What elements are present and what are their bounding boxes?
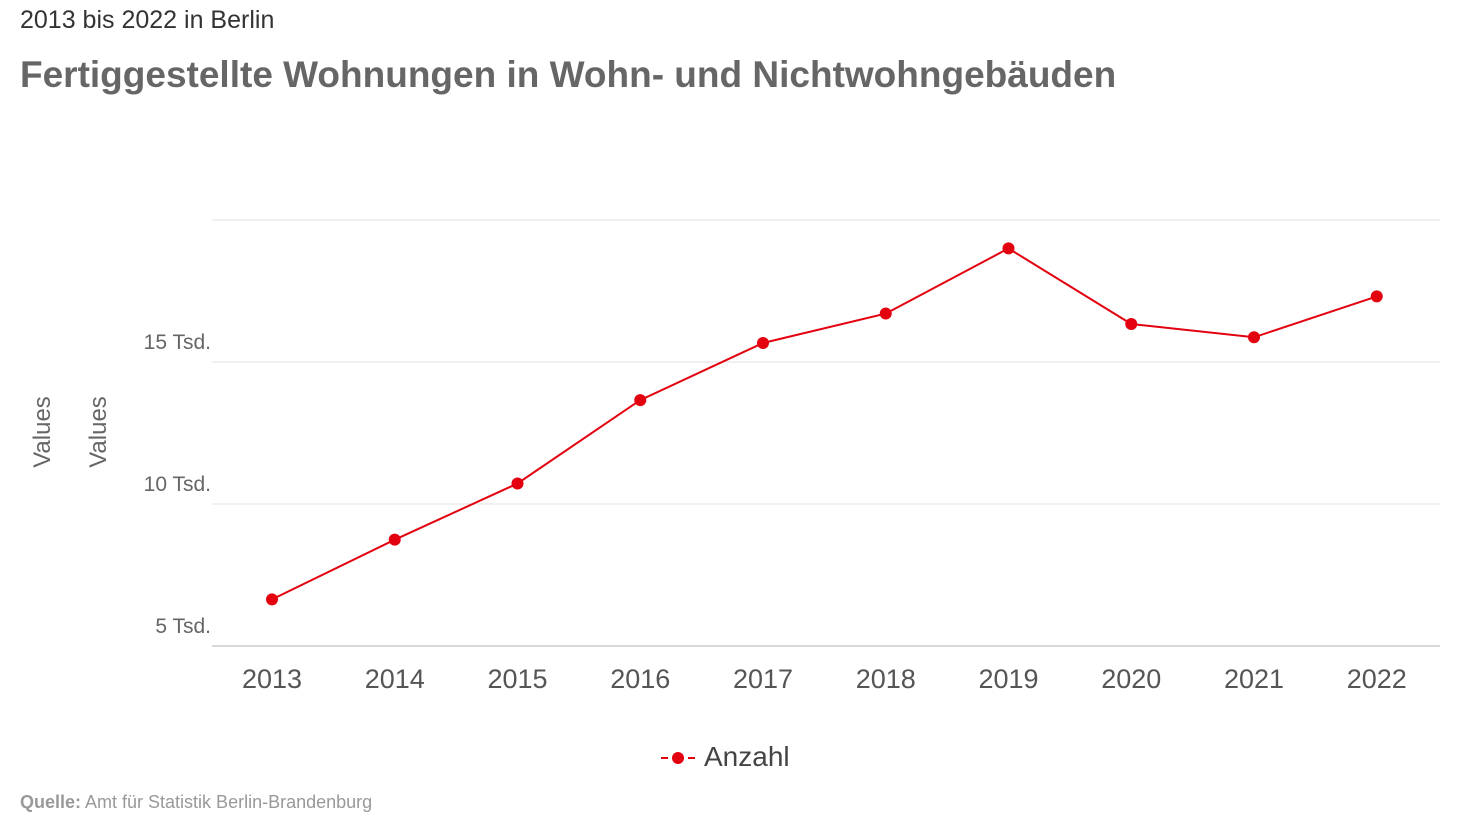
y-axis-title: Values xyxy=(29,396,56,468)
y-tick-label: 10 Tsd. xyxy=(144,473,211,496)
x-tick-label: 2020 xyxy=(1101,664,1161,694)
series-line xyxy=(271,247,1378,601)
data-point[interactable] xyxy=(511,477,524,490)
x-tick-label: 2013 xyxy=(242,664,302,694)
y-tick-label: 15 Tsd. xyxy=(144,331,211,354)
x-tick-label: 2014 xyxy=(365,664,425,694)
source-label: Quelle: xyxy=(20,792,82,812)
y-axis-ticks: 5 Tsd. 10 Tsd. 15 Tsd. xyxy=(144,331,211,638)
legend[interactable]: Anzahl xyxy=(661,741,790,772)
x-tick-label: 2019 xyxy=(978,664,1038,694)
data-point[interactable] xyxy=(266,593,278,606)
source-text: Amt für Statistik Berlin-Brandenburg xyxy=(85,792,373,812)
x-tick-label: 2022 xyxy=(1347,664,1407,694)
data-point[interactable] xyxy=(1125,318,1138,331)
x-tick-label: 2017 xyxy=(733,664,793,694)
data-point[interactable] xyxy=(1002,242,1015,255)
data-point[interactable] xyxy=(879,307,892,320)
chart-title: Fertiggestellte Wohnungen in Wohn- und N… xyxy=(20,54,1117,95)
data-point[interactable] xyxy=(757,337,769,350)
x-tick-label: 2016 xyxy=(610,664,670,694)
x-axis-ticks: 2013 2014 2015 2016 2017 2018 2019 2020 2021 2022 xyxy=(242,664,1407,694)
data-point[interactable] xyxy=(1370,290,1383,303)
legend-label-anzahl: Anzahl xyxy=(704,741,790,772)
source-note: Quelle: Amt für Statistik Berlin-Branden… xyxy=(20,792,372,813)
data-point[interactable] xyxy=(634,394,647,407)
y-axis-title-secondary: Values xyxy=(85,396,112,468)
chart-subtitle: 2013 bis 2022 in Berlin xyxy=(20,6,275,34)
data-point[interactable] xyxy=(388,533,401,546)
legend-marker xyxy=(672,752,684,764)
data-point[interactable] xyxy=(1248,331,1260,344)
grid-lines xyxy=(212,219,1440,647)
x-tick-label: 2015 xyxy=(487,664,547,694)
x-tick-label: 2018 xyxy=(856,664,916,694)
series-anzahl xyxy=(266,242,1383,606)
y-tick-label: 5 Tsd. xyxy=(155,615,211,638)
x-tick-label: 2021 xyxy=(1224,664,1284,694)
